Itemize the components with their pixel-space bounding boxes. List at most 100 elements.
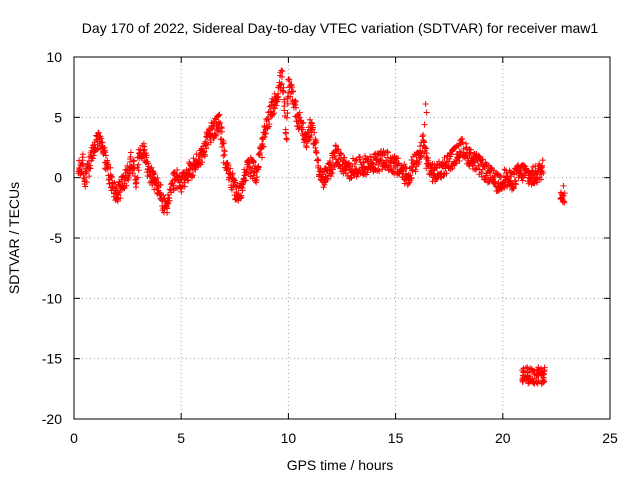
data-point	[290, 88, 297, 95]
data-point	[278, 80, 285, 87]
data-point	[239, 187, 246, 194]
data-point	[530, 368, 537, 375]
data-point	[314, 156, 321, 163]
data-point	[348, 174, 355, 181]
data-point	[108, 173, 115, 180]
data-point	[425, 157, 432, 164]
data-point	[259, 143, 266, 150]
data-point	[342, 167, 349, 174]
data-point	[229, 170, 236, 177]
data-point	[131, 165, 138, 172]
data-point	[364, 169, 371, 176]
data-point	[401, 161, 408, 168]
data-point	[219, 141, 226, 148]
data-point	[201, 153, 208, 160]
data-point	[126, 170, 133, 177]
data-point	[535, 378, 542, 385]
data-point	[535, 372, 542, 379]
data-point	[141, 143, 148, 150]
data-point	[479, 156, 486, 163]
data-point	[423, 145, 430, 152]
data-point	[123, 182, 130, 189]
y-tick-label: -10	[42, 290, 62, 306]
data-point	[311, 129, 318, 136]
data-point	[419, 133, 426, 140]
data-point	[165, 194, 172, 201]
data-point	[94, 141, 101, 148]
data-point	[269, 111, 276, 118]
data-point	[512, 180, 519, 187]
data-point	[519, 367, 526, 374]
x-tick-label: 10	[281, 430, 297, 446]
data-point	[408, 175, 415, 182]
data-point	[455, 142, 462, 149]
data-point	[208, 119, 215, 126]
data-point	[496, 172, 503, 179]
data-point	[412, 166, 419, 173]
data-point	[282, 130, 289, 137]
data-point	[212, 131, 219, 138]
data-point	[525, 377, 532, 384]
data-point	[283, 136, 290, 143]
data-point	[560, 182, 567, 189]
data-point	[456, 140, 463, 147]
chart-title: Day 170 of 2022, Sidereal Day-to-day VTE…	[82, 20, 599, 36]
data-point	[279, 68, 286, 75]
data-point	[395, 161, 402, 168]
data-point	[278, 73, 285, 80]
data-point	[89, 155, 96, 162]
data-point	[295, 112, 302, 119]
data-point	[141, 146, 148, 153]
data-point	[216, 111, 223, 118]
data-point	[255, 164, 262, 171]
data-point	[166, 197, 173, 204]
data-point	[199, 159, 206, 166]
data-point	[384, 149, 391, 156]
data-point	[198, 154, 205, 161]
data-point	[79, 151, 86, 158]
data-point	[127, 149, 134, 156]
data-point	[265, 116, 272, 123]
data-point	[448, 151, 455, 158]
data-point	[266, 103, 273, 110]
data-point	[160, 192, 167, 199]
data-point	[279, 87, 286, 94]
data-point	[167, 186, 174, 193]
data-point	[538, 379, 545, 386]
data-point	[280, 84, 287, 91]
data-point	[185, 177, 192, 184]
data-point	[300, 119, 307, 126]
data-point	[145, 160, 152, 167]
y-tick-label: 10	[46, 49, 62, 65]
data-point	[292, 104, 299, 111]
data-point	[117, 195, 124, 202]
data-point	[486, 178, 493, 185]
data-point	[335, 146, 342, 153]
data-point	[309, 124, 316, 131]
data-point	[134, 174, 141, 181]
data-point	[537, 176, 544, 183]
data-point	[232, 179, 239, 186]
data-point	[242, 177, 249, 184]
data-point	[417, 143, 424, 150]
data-point	[190, 172, 197, 179]
data-point	[154, 175, 161, 182]
data-point	[220, 152, 227, 159]
data-point	[209, 120, 216, 127]
data-point	[315, 157, 322, 164]
data-point	[87, 165, 94, 172]
data-point	[443, 159, 450, 166]
y-tick-label: -5	[50, 230, 63, 246]
data-point	[321, 181, 328, 188]
data-point	[336, 162, 343, 169]
data-point	[560, 192, 567, 199]
data-point	[102, 149, 109, 156]
data-point	[253, 173, 260, 180]
data-point	[204, 141, 211, 148]
data-point	[467, 146, 474, 153]
data-point	[482, 159, 489, 166]
data-point	[157, 182, 164, 189]
x-tick-label: 25	[602, 430, 618, 446]
data-point	[86, 173, 93, 180]
